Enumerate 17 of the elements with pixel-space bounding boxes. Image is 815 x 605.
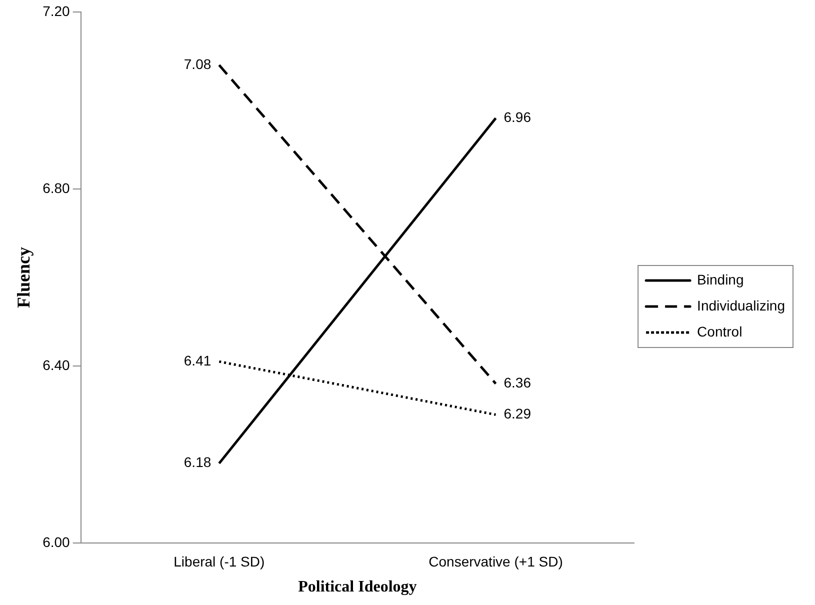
y-tick-label: 6.00 xyxy=(42,534,70,550)
x-axis-title: Political Ideology xyxy=(298,578,417,596)
data-label: 7.08 xyxy=(184,56,212,72)
y-axis-title: Fluency xyxy=(13,247,34,308)
y-tick-label: 6.40 xyxy=(42,356,70,373)
legend-label: Individualizing xyxy=(697,297,786,314)
legend-label: Control xyxy=(697,323,742,340)
data-label: 6.29 xyxy=(504,406,532,422)
x-tick-label: Conservative (+1 SD) xyxy=(428,553,563,570)
data-label: 6.96 xyxy=(504,109,532,126)
data-label: 6.41 xyxy=(184,352,212,368)
y-tick-label: 7.20 xyxy=(42,2,70,19)
x-tick-label: Liberal (-1 SD) xyxy=(174,553,265,570)
legend-label: Binding xyxy=(697,271,744,288)
data-label: 6.36 xyxy=(504,374,532,391)
y-tick-label: 6.80 xyxy=(42,180,70,196)
data-label: 6.18 xyxy=(184,454,212,470)
